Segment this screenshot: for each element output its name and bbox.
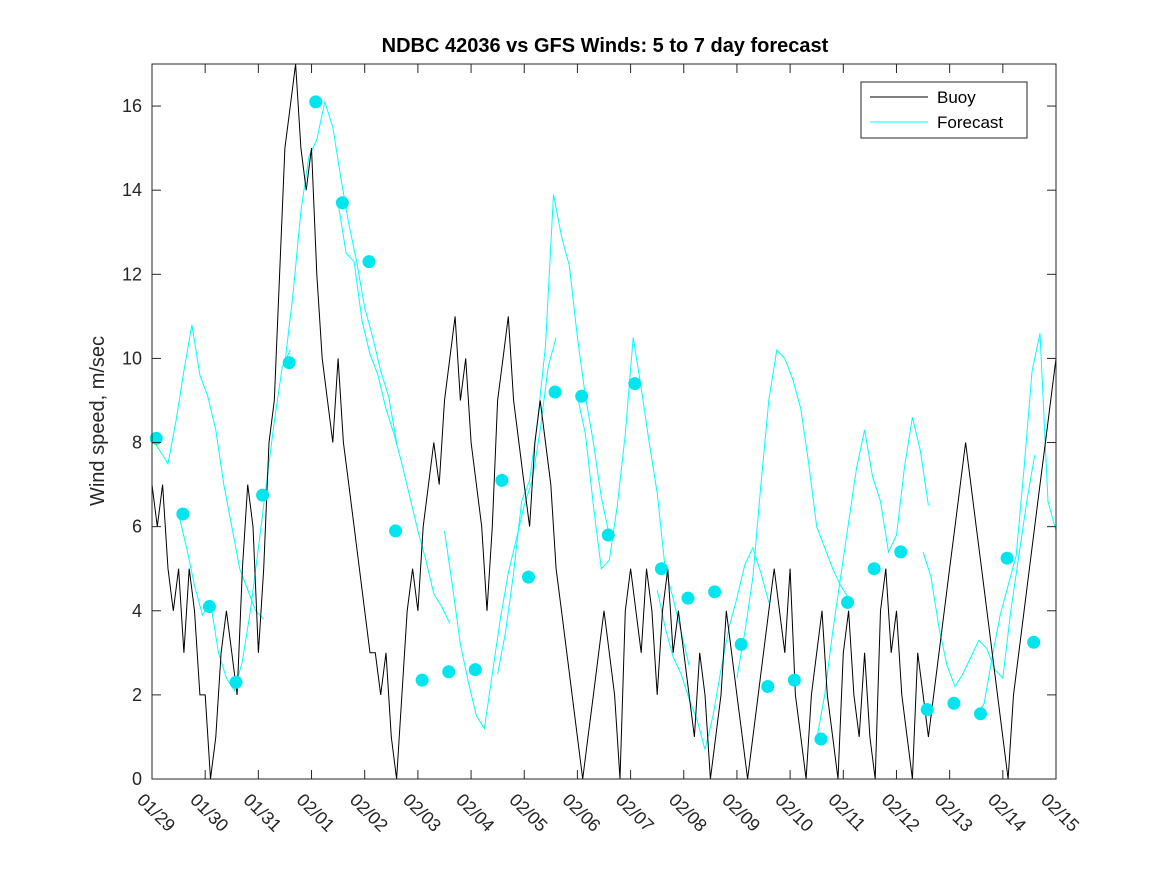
x-tick-label: 01/30 [186, 790, 232, 836]
x-tick-label: 02/13 [931, 790, 977, 836]
forecast-series-line [816, 417, 929, 740]
forecast-marker [575, 389, 589, 403]
y-axis: 0 2 4 6 8 10 12 14 16 [122, 96, 1056, 789]
x-tick-label: 02/08 [665, 790, 711, 836]
forecast-series-line [736, 348, 850, 679]
forecast-marker [841, 595, 855, 609]
forecast-series-line [975, 333, 1057, 717]
y-tick-label: 12 [122, 264, 142, 284]
forecast-series-line [576, 337, 690, 666]
x-axis: 01/29 01/30 01/31 02/01 02/02 02/03 02/04 02/05… [133, 64, 1083, 836]
x-tick-label: 02/06 [559, 790, 605, 836]
forecast-series-line [337, 202, 451, 624]
chart-title: NDBC 42036 vs GFS Winds: 5 to 7 day fore… [382, 35, 829, 57]
y-axis-title: Wind speed, m/sec [87, 336, 109, 506]
forecast-marker [548, 385, 562, 399]
forecast-series-line [922, 455, 1036, 688]
x-tick-label: 02/12 [878, 790, 924, 836]
forecast-marker [256, 488, 270, 502]
forecast-series-line [497, 194, 610, 674]
forecast-marker [389, 524, 403, 538]
y-tick-label: 10 [122, 348, 142, 368]
forecast-series-line [444, 337, 557, 730]
x-tick-label: 02/02 [346, 790, 392, 836]
x-tick-label: 02/10 [771, 790, 817, 836]
x-tick-label: 02/04 [452, 790, 498, 836]
x-tick-label: 02/14 [984, 790, 1030, 836]
x-tick-label: 02/11 [824, 790, 869, 835]
forecast-marker [654, 562, 668, 576]
forecast-marker [1000, 551, 1014, 565]
forecast-marker [282, 356, 296, 370]
forecast-marker [947, 696, 961, 710]
legend-forecast-label: Forecast [937, 113, 1003, 132]
forecast-marker [468, 663, 482, 677]
forecast-marker [787, 673, 801, 687]
forecast-marker [415, 673, 429, 687]
forecast-marker [442, 665, 456, 679]
forecast-marker [761, 679, 775, 693]
forecast-marker [681, 591, 695, 605]
marker-layer [149, 95, 1041, 746]
forecast-marker [920, 703, 934, 717]
x-tick-label: 02/07 [612, 790, 658, 836]
x-tick-label: 01/29 [133, 790, 179, 836]
series-layer [151, 63, 1057, 780]
forecast-marker [229, 675, 243, 689]
x-tick-label: 02/01 [293, 790, 339, 836]
forecast-marker [149, 431, 163, 445]
forecast-series-line [151, 324, 265, 620]
x-tick-label: 02/05 [505, 790, 551, 836]
x-tick-label: 01/31 [240, 790, 286, 836]
forecast-marker [814, 732, 828, 746]
forecast-marker [202, 600, 216, 614]
forecast-marker [362, 255, 376, 269]
y-tick-label: 2 [132, 685, 142, 705]
forecast-series-line [178, 349, 291, 692]
forecast-marker [1027, 635, 1041, 649]
forecast-marker [521, 570, 535, 584]
x-tick-label: 02/09 [718, 790, 764, 836]
forecast-marker [894, 545, 908, 559]
legend: Buoy Forecast [860, 81, 1028, 139]
forecast-series-line [656, 546, 770, 750]
y-tick-label: 16 [122, 96, 142, 116]
legend-box [860, 81, 1028, 139]
forecast-marker [335, 196, 349, 210]
forecast-marker [601, 528, 615, 542]
plot-frame [151, 63, 1057, 780]
legend-buoy-label: Buoy [937, 88, 976, 107]
y-tick-label: 8 [132, 433, 142, 453]
forecast-marker [734, 637, 748, 651]
forecast-marker [176, 507, 190, 521]
forecast-marker [628, 377, 642, 391]
forecast-marker [309, 95, 323, 109]
x-tick-label: 02/03 [399, 790, 445, 836]
y-tick-label: 6 [132, 517, 142, 537]
y-tick-label: 0 [132, 769, 142, 789]
y-tick-label: 14 [122, 180, 142, 200]
x-tick-label: 02/15 [1037, 790, 1083, 836]
forecast-marker [867, 562, 881, 576]
y-tick-label: 4 [132, 601, 142, 621]
buoy-series-line [151, 63, 1057, 780]
forecast-marker [708, 585, 722, 599]
forecast-marker [973, 707, 987, 721]
forecast-marker [495, 473, 509, 487]
forecast-series-line [284, 99, 398, 443]
